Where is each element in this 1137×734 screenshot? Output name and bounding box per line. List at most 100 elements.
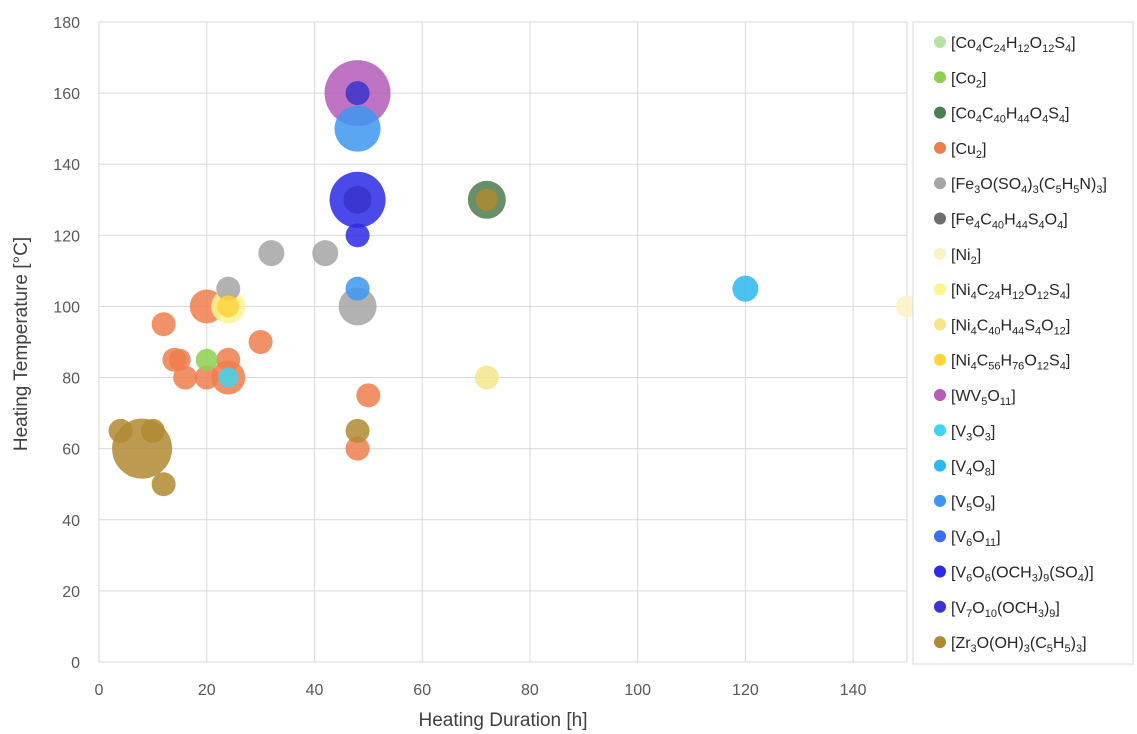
data-point [216,276,241,301]
y-tick-label: 0 [71,655,80,672]
data-point [345,418,370,443]
legend-marker [934,600,946,613]
x-axis-title: Heating Duration [h] [419,710,588,731]
data-point [216,347,241,372]
legend-item: [Ni2] [934,247,981,267]
data-point [217,295,240,318]
legend-marker [934,565,946,578]
legend-label: [Fe4C40H44S4O4] [951,212,1068,232]
legend-label: [Co4C40H44O4S4] [951,106,1069,126]
legend-item: [V6O11] [934,529,1001,549]
legend-item: [Ni4C56H76O12S4] [934,353,1070,373]
legend-label: [Zr3O(OH)3(C5H5)3] [951,635,1087,655]
legend: [Co4C24H12O12S4] [Co2] [Co4C40H44O4S4] [Cu2… [912,21,1134,665]
legend-label: [V3O3] [951,423,995,443]
data-point [345,223,370,248]
legend-label: [Ni4C40H44S4O12] [951,317,1070,337]
legend-marker [934,71,946,84]
data-point [168,348,191,371]
legend-item: [V5O9] [934,494,995,514]
legend-item: [Co4C40H44O4S4] [934,106,1069,126]
x-tick-label: 40 [306,682,324,699]
x-tick-label: 20 [198,682,216,699]
legend-item: [V7O10(OCH3)9] [934,600,1060,620]
legend-marker [934,389,946,401]
y-tick-label: 100 [53,299,80,316]
legend-marker [934,36,946,48]
data-point [338,287,377,326]
legend-marker [934,177,946,190]
legend-item: [V6O6(OCH3)9(SO4)] [934,565,1094,585]
legend-item: [Ni4C24H12O12S4] [934,282,1070,302]
data-point [140,418,165,443]
legend-marker [934,212,946,225]
x-tick-label: 140 [840,682,867,699]
legend-marker [934,141,946,154]
y-tick-label: 180 [53,15,80,32]
data-point [334,105,381,152]
data-point [356,383,381,408]
legend-marker [934,459,946,472]
y-tick-label: 40 [62,513,80,530]
grid [98,21,908,663]
data-point [218,367,239,388]
legend-item: [Fe4C40H44S4O4] [934,212,1068,232]
data-point [345,436,370,461]
data-point [345,81,370,106]
y-tick-label: 80 [62,371,80,388]
legend-label: [V4O8] [951,459,995,479]
legend-item: [WV5O11] [934,388,1016,408]
x-tick-label: 120 [732,682,759,699]
legend-label: [V7O10(OCH3)9] [951,600,1060,620]
legend-marker [934,494,946,507]
data-point [732,275,759,302]
legend-label: [V6O6(OCH3)9(SO4)] [951,565,1094,585]
legend-label: [Co2] [951,70,986,90]
data-point [108,418,133,443]
legend-item: [Zr3O(OH)3(C5H5)3] [934,635,1087,655]
legend-item: [V3O3] [934,423,995,443]
data-point [248,330,273,354]
y-tick-label: 20 [62,584,80,601]
data-point [345,276,370,301]
legend-label: [Ni4C24H12O12S4] [951,282,1070,302]
y-tick-label: 160 [53,86,80,103]
data-point [194,365,219,390]
x-tick-label: 80 [521,682,539,699]
legend-item: [V4O8] [934,459,995,479]
x-tick-label: 100 [624,682,651,699]
legend-label: [WV5O11] [951,388,1016,408]
legend-item: [Fe3O(SO4)3(C5H5N)3] [934,176,1107,196]
legend-marker [934,318,946,331]
legend-label: [V5O9] [951,494,995,514]
legend-label: [Fe3O(SO4)3(C5H5N)3] [951,176,1107,196]
y-tick-label: 120 [53,228,80,245]
legend-marker [934,424,946,437]
legend-marker [934,283,946,296]
y-tick-label: 140 [53,157,80,174]
data-point [195,348,218,371]
legend-label: [V6O11] [951,529,1001,549]
legend-marker [934,636,946,649]
legend-label: [Cu2] [951,141,986,161]
legend-marker [934,530,946,543]
data-point [312,240,339,267]
legend-item: [Cu2] [934,141,986,161]
legend-label: [Ni4C56H76O12S4] [951,353,1070,373]
legend-marker [934,106,946,119]
data-point [151,472,176,497]
legend-label: [Co4C24H12O12S4] [951,35,1076,55]
data-point [151,312,176,337]
x-tick-label: 0 [95,682,104,699]
data-point [258,240,285,267]
legend-box [912,21,1134,665]
y-axis-title: Heating Temperature [°C] [11,237,32,451]
legend-item: [Co2] [934,70,986,90]
y-tick-label: 60 [62,442,80,459]
legend-item: [Co4C24H12O12S4] [934,35,1076,55]
legend-marker [934,353,946,366]
data-point [474,365,499,390]
x-tick-label: 60 [413,682,431,699]
